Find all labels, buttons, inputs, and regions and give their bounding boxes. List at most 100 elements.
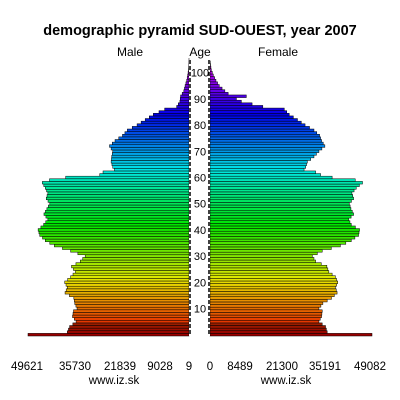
female-bar-age-53 xyxy=(209,194,354,198)
male-bar-age-98 xyxy=(186,76,190,80)
male-bar-age-5 xyxy=(75,320,190,324)
female-bar-age-44 xyxy=(209,217,349,221)
male-bar-age-44 xyxy=(47,217,190,221)
female-bar-age-9 xyxy=(209,309,323,313)
female-bar-age-75 xyxy=(209,136,321,140)
age-tick-label: 50 xyxy=(194,199,206,211)
male-bar-age-23 xyxy=(72,272,190,276)
male-bar-age-22 xyxy=(70,275,190,279)
age-tick-label: 20 xyxy=(194,277,206,289)
male-bar-age-68 xyxy=(111,154,190,159)
female-bar-age-77 xyxy=(209,131,318,135)
female-bar-age-54 xyxy=(209,191,353,195)
female-series-label: Female xyxy=(258,45,298,59)
male-bar-age-67 xyxy=(111,157,190,161)
male-bar-age-74 xyxy=(114,139,190,143)
male-bar-age-17 xyxy=(65,288,190,292)
male-bar-age-18 xyxy=(67,285,190,290)
male-bar-age-7 xyxy=(72,314,190,318)
female-bar-age-52 xyxy=(209,196,354,201)
female-axis-tick: 35191 xyxy=(309,361,341,373)
female-bar-age-31 xyxy=(209,251,318,256)
male-bar-age-53 xyxy=(46,194,190,198)
female-bar-age-102 xyxy=(209,65,212,70)
male-bar-age-6 xyxy=(74,317,190,321)
male-bar-age-12 xyxy=(74,301,190,305)
male-bar-age-31 xyxy=(77,251,190,256)
female-bar-age-89 xyxy=(209,99,242,104)
male-bar-age-64 xyxy=(112,165,190,169)
male-bar-age-82 xyxy=(144,118,190,122)
female-bar-age-80 xyxy=(209,123,306,127)
female-bar-age-26 xyxy=(209,265,328,269)
female-bar-age-14 xyxy=(209,296,332,300)
male-bar-age-30 xyxy=(84,254,190,258)
value-axis-ticks: 49621 35730 21839 9028 9 0 8489 21300 35191 49082 xyxy=(11,361,386,373)
female-bar-age-71 xyxy=(209,147,323,151)
female-bar-age-83 xyxy=(209,115,294,119)
male-bar-age-86 xyxy=(164,107,190,111)
male-bar-age-49 xyxy=(48,204,190,208)
female-axis-tick: 21300 xyxy=(266,361,298,373)
female-bar-age-2 xyxy=(209,327,327,332)
male-bar-age-39 xyxy=(38,230,190,235)
female-bar-age-32 xyxy=(209,249,323,253)
female-bar-age-5 xyxy=(209,320,320,324)
female-bar-age-6 xyxy=(209,317,321,321)
female-bar-age-51 xyxy=(209,199,352,203)
female-bar-age-30 xyxy=(209,254,313,258)
female-bar-age-72 xyxy=(209,144,326,148)
female-bar-age-7 xyxy=(209,314,322,318)
female-bar-age-61 xyxy=(209,173,321,177)
male-axis-tick: 35730 xyxy=(59,361,91,373)
male-bar-age-66 xyxy=(110,160,190,164)
age-tick-label: 100 xyxy=(191,68,209,80)
male-bar-age-95 xyxy=(184,84,190,88)
male-bar-age-94 xyxy=(184,86,190,90)
male-bar-age-75 xyxy=(118,136,190,140)
female-bar-age-36 xyxy=(209,238,352,242)
female-axis-tick: 8489 xyxy=(227,361,253,373)
female-axis-tick: 0 xyxy=(207,361,213,373)
male-bar-age-28 xyxy=(80,259,190,263)
male-bar-age-43 xyxy=(45,220,190,224)
male-bar-age-100 xyxy=(187,71,190,75)
female-bar-age-79 xyxy=(209,126,310,130)
female-axis-tick: 49082 xyxy=(354,361,386,373)
age-tick-label: 80 xyxy=(194,120,206,132)
male-bar-age-81 xyxy=(140,120,190,125)
male-series-label: Male xyxy=(117,45,143,59)
female-bar-age-43 xyxy=(209,220,351,224)
female-bar-age-4 xyxy=(209,322,323,326)
female-bar-age-46 xyxy=(209,212,354,216)
male-bar-age-78 xyxy=(127,128,190,132)
male-bar-age-89 xyxy=(179,99,190,104)
male-bar-age-35 xyxy=(49,241,190,245)
female-bar-age-37 xyxy=(209,236,356,240)
male-bar-age-13 xyxy=(74,299,190,303)
female-bar-age-57 xyxy=(209,183,360,187)
male-bar-age-37 xyxy=(42,236,190,240)
female-bar-age-29 xyxy=(209,257,315,261)
male-bar-age-14 xyxy=(73,296,190,300)
female-bar-age-13 xyxy=(209,299,328,303)
male-bar-age-40 xyxy=(37,228,190,232)
female-bar-age-76 xyxy=(209,134,320,138)
female-bar-age-15 xyxy=(209,293,335,297)
female-bar-age-64 xyxy=(209,165,306,169)
female-bar-age-86 xyxy=(209,107,285,111)
female-bar-age-47 xyxy=(209,209,353,214)
female-bar-age-3 xyxy=(209,325,326,329)
female-bar-age-0 xyxy=(209,333,373,337)
female-bar-age-24 xyxy=(209,270,330,274)
female-bar-age-23 xyxy=(209,272,333,276)
female-bar-age-40 xyxy=(209,228,360,232)
female-bar-age-34 xyxy=(209,244,341,248)
female-bar-age-25 xyxy=(209,267,329,271)
male-bar-age-77 xyxy=(124,131,190,135)
female-bar-age-70 xyxy=(209,149,320,153)
male-bar-age-71 xyxy=(110,147,190,151)
male-bar-age-45 xyxy=(45,215,190,219)
male-bar-age-26 xyxy=(71,265,190,269)
female-bar-age-98 xyxy=(209,76,215,80)
